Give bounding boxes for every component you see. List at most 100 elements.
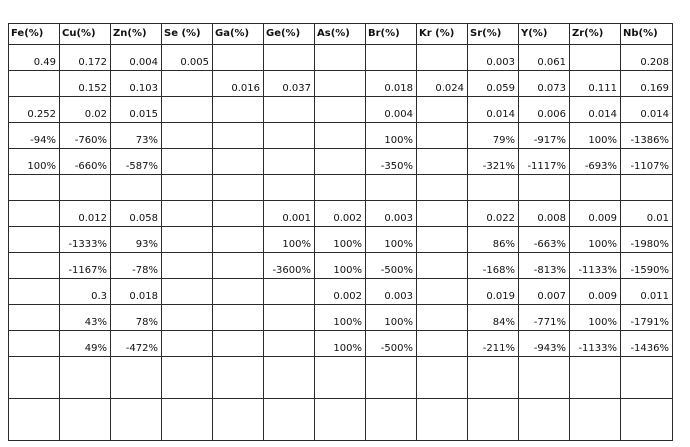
- table-cell[interactable]: 0.073: [518, 70, 570, 97]
- table-cell[interactable]: -813%: [518, 252, 570, 279]
- table-cell[interactable]: 0.022: [467, 200, 519, 227]
- table-cell[interactable]: [416, 398, 468, 441]
- table-cell[interactable]: 0.015: [110, 96, 162, 123]
- table-cell[interactable]: -3600%: [263, 252, 315, 279]
- table-cell[interactable]: [110, 398, 162, 441]
- table-cell[interactable]: 0.002: [314, 200, 366, 227]
- table-cell[interactable]: 73%: [110, 122, 162, 149]
- column-header[interactable]: Kr (%): [416, 23, 468, 45]
- table-cell[interactable]: [110, 356, 162, 399]
- table-cell[interactable]: [161, 122, 213, 149]
- table-cell[interactable]: -663%: [518, 226, 570, 253]
- table-cell[interactable]: 0.009: [569, 200, 621, 227]
- table-cell[interactable]: [518, 398, 570, 441]
- table-cell[interactable]: 0.061: [518, 44, 570, 71]
- table-cell[interactable]: -1167%: [59, 252, 111, 279]
- table-cell[interactable]: 0.016: [212, 70, 264, 97]
- table-cell[interactable]: [365, 398, 417, 441]
- table-cell[interactable]: [8, 226, 60, 253]
- table-cell[interactable]: [416, 44, 468, 71]
- table-cell[interactable]: 0.037: [263, 70, 315, 97]
- table-cell[interactable]: 0.007: [518, 278, 570, 305]
- table-cell[interactable]: [161, 148, 213, 175]
- table-cell[interactable]: 100%: [314, 252, 366, 279]
- table-cell[interactable]: [620, 398, 673, 441]
- table-cell[interactable]: [161, 200, 213, 227]
- table-cell[interactable]: 100%: [263, 226, 315, 253]
- table-cell[interactable]: -943%: [518, 330, 570, 357]
- table-cell[interactable]: [59, 398, 111, 441]
- table-cell[interactable]: [263, 278, 315, 305]
- table-cell[interactable]: 0.019: [467, 278, 519, 305]
- table-cell[interactable]: 0.111: [569, 70, 621, 97]
- table-cell[interactable]: [314, 398, 366, 441]
- table-cell[interactable]: -660%: [59, 148, 111, 175]
- table-cell[interactable]: 0.018: [365, 70, 417, 97]
- table-cell[interactable]: [161, 304, 213, 331]
- column-header[interactable]: Br(%): [365, 23, 417, 45]
- table-cell[interactable]: -94%: [8, 122, 60, 149]
- table-cell[interactable]: 100%: [365, 304, 417, 331]
- column-header[interactable]: Y(%): [518, 23, 570, 45]
- table-cell[interactable]: 100%: [365, 122, 417, 149]
- table-cell[interactable]: 0.003: [467, 44, 519, 71]
- table-cell[interactable]: 0.49: [8, 44, 60, 71]
- table-cell[interactable]: [263, 356, 315, 399]
- table-cell[interactable]: [8, 70, 60, 97]
- table-cell[interactable]: [212, 96, 264, 123]
- table-cell[interactable]: -1436%: [620, 330, 673, 357]
- table-cell[interactable]: [161, 398, 213, 441]
- table-cell[interactable]: 49%: [59, 330, 111, 357]
- table-cell[interactable]: -771%: [518, 304, 570, 331]
- table-cell[interactable]: [59, 174, 111, 201]
- table-cell[interactable]: [212, 148, 264, 175]
- table-cell[interactable]: [416, 330, 468, 357]
- table-cell[interactable]: 0.012: [59, 200, 111, 227]
- table-cell[interactable]: 0.018: [110, 278, 162, 305]
- table-cell[interactable]: -1590%: [620, 252, 673, 279]
- table-cell[interactable]: -1107%: [620, 148, 673, 175]
- table-cell[interactable]: 0.252: [8, 96, 60, 123]
- table-cell[interactable]: 0.103: [110, 70, 162, 97]
- table-cell[interactable]: [314, 122, 366, 149]
- table-cell[interactable]: 100%: [314, 304, 366, 331]
- table-cell[interactable]: [416, 226, 468, 253]
- table-cell[interactable]: 100%: [569, 122, 621, 149]
- table-cell[interactable]: 0.008: [518, 200, 570, 227]
- table-cell[interactable]: [416, 252, 468, 279]
- table-cell[interactable]: -917%: [518, 122, 570, 149]
- table-cell[interactable]: 100%: [314, 226, 366, 253]
- table-cell[interactable]: [518, 174, 570, 201]
- table-cell[interactable]: 0.001: [263, 200, 315, 227]
- table-cell[interactable]: 100%: [569, 304, 621, 331]
- table-cell[interactable]: [263, 398, 315, 441]
- table-cell[interactable]: [263, 96, 315, 123]
- table-cell[interactable]: [467, 356, 519, 399]
- table-cell[interactable]: [416, 122, 468, 149]
- table-cell[interactable]: 93%: [110, 226, 162, 253]
- column-header[interactable]: Zr(%): [569, 23, 621, 45]
- table-cell[interactable]: [314, 44, 366, 71]
- table-cell[interactable]: 0.003: [365, 278, 417, 305]
- table-cell[interactable]: 0.014: [467, 96, 519, 123]
- table-cell[interactable]: [416, 174, 468, 201]
- table-cell[interactable]: [8, 278, 60, 305]
- table-cell[interactable]: [8, 398, 60, 441]
- table-cell[interactable]: [467, 174, 519, 201]
- table-cell[interactable]: [416, 200, 468, 227]
- table-cell[interactable]: [212, 226, 264, 253]
- table-cell[interactable]: 79%: [467, 122, 519, 149]
- table-cell[interactable]: -1333%: [59, 226, 111, 253]
- table-cell[interactable]: [161, 96, 213, 123]
- table-cell[interactable]: 100%: [365, 226, 417, 253]
- table-cell[interactable]: 0.004: [365, 96, 417, 123]
- table-cell[interactable]: [314, 96, 366, 123]
- table-cell[interactable]: 0.058: [110, 200, 162, 227]
- table-cell[interactable]: [212, 304, 264, 331]
- table-cell[interactable]: [263, 44, 315, 71]
- table-cell[interactable]: [212, 356, 264, 399]
- table-cell[interactable]: 100%: [569, 226, 621, 253]
- table-cell[interactable]: [212, 122, 264, 149]
- table-cell[interactable]: [620, 174, 673, 201]
- table-cell[interactable]: 0.014: [569, 96, 621, 123]
